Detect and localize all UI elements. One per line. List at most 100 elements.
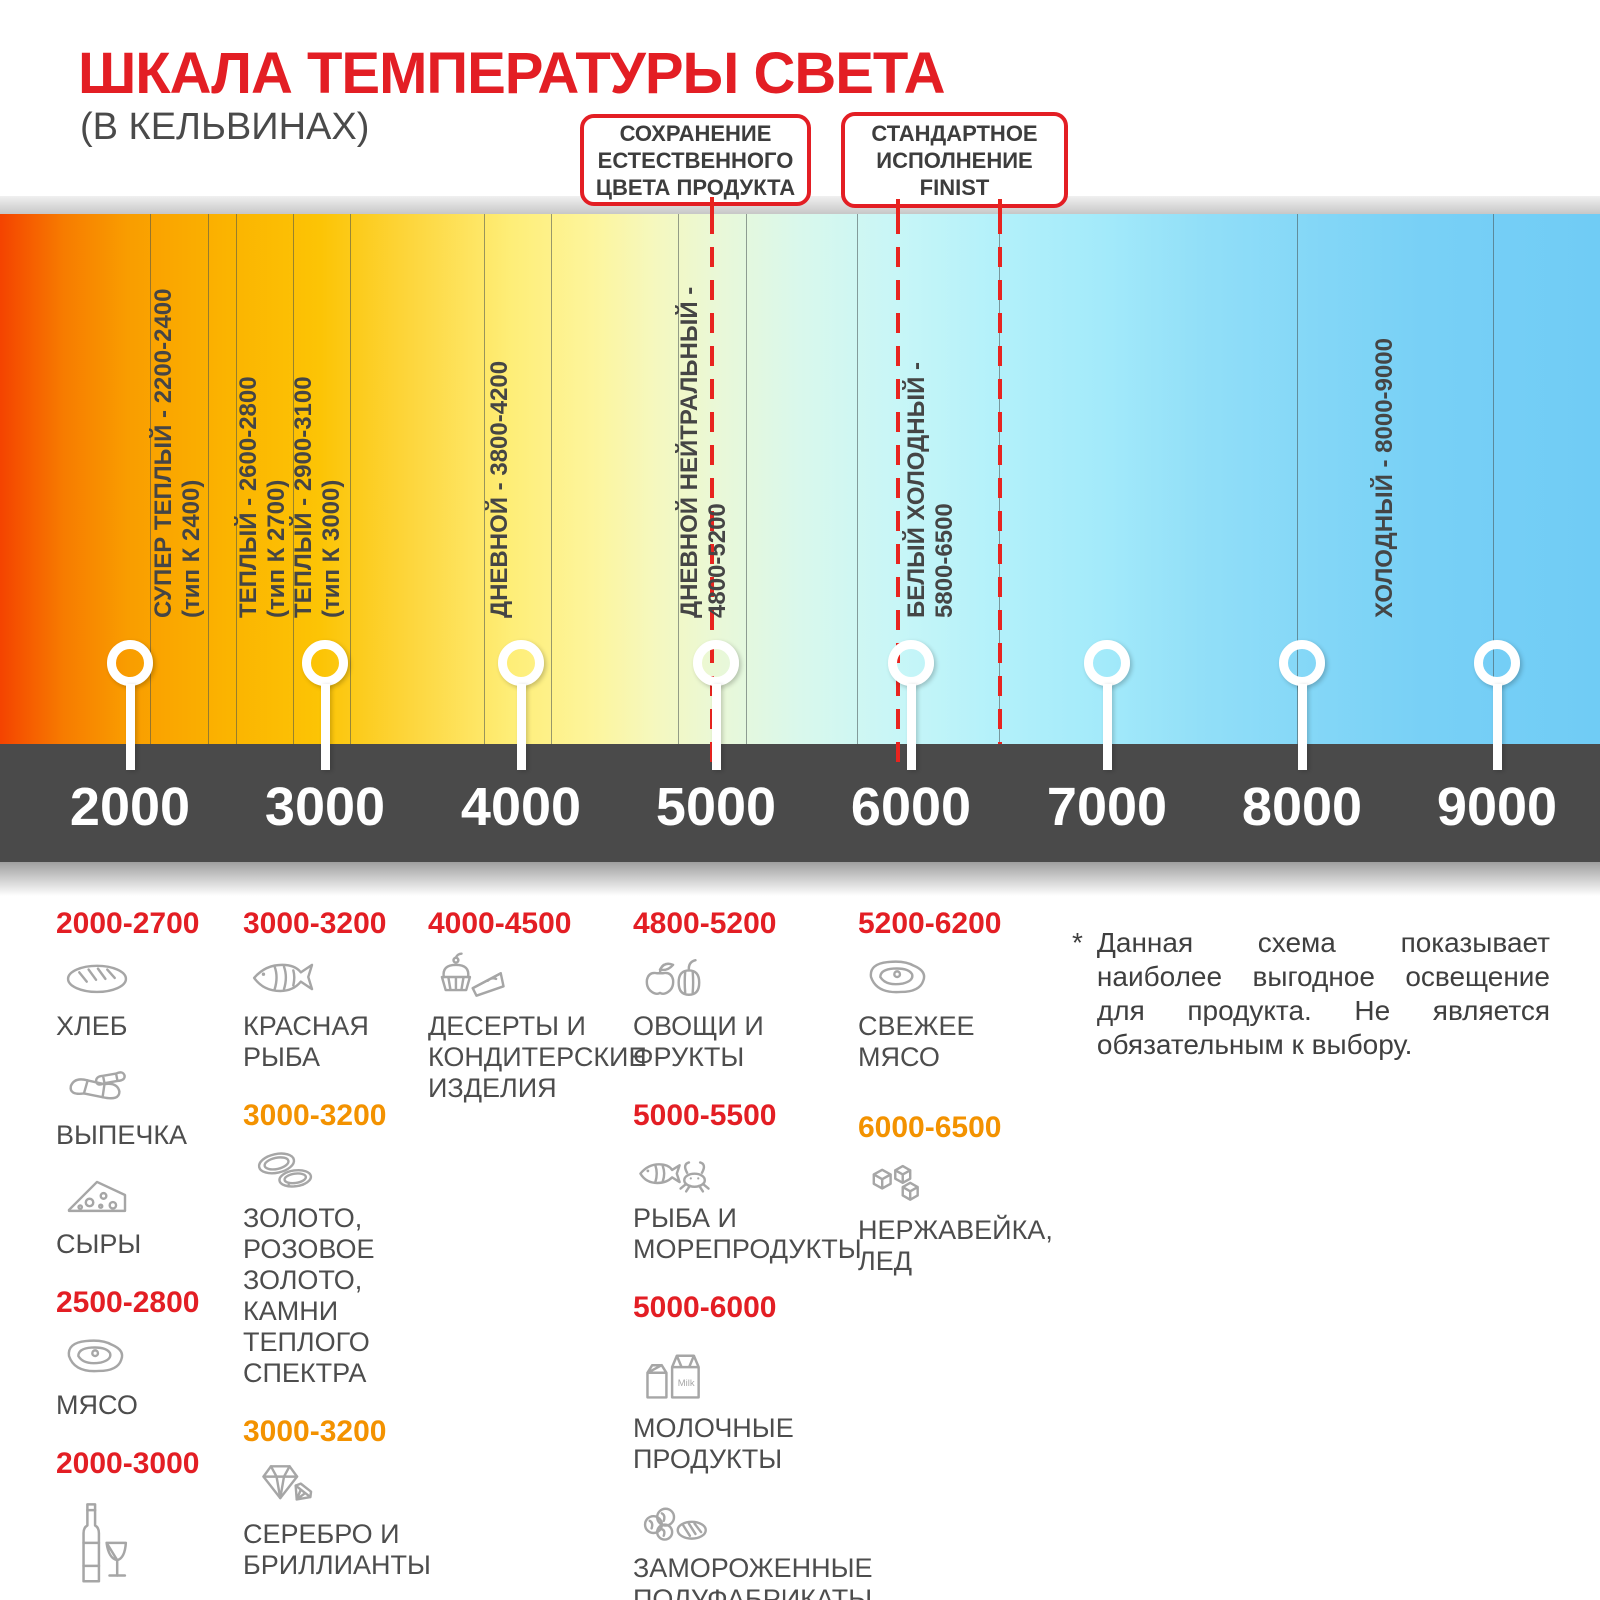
milk-icon: Milk (633, 1333, 848, 1409)
food-item-label: МОЛОЧНЫЕ ПРОДУКТЫ (633, 1413, 794, 1474)
food-item-label: ЗОЛОТО, РОЗОВОЕ ЗОЛОТО, КАМНИ ТЕПЛОГО СП… (243, 1203, 375, 1388)
temp-range-label: 3000-3200 (243, 1099, 387, 1132)
callout-line: СОХРАНЕНИЕ (619, 120, 772, 146)
food-group: 2500-2800 МЯСО (56, 1284, 241, 1421)
zone-label-main: ТЕПЛЫЙ - 2900-3100 (290, 376, 317, 618)
food-item-label: КРАСНАЯ РЫБА (243, 1011, 369, 1072)
temp-range-label: 5000-6000 (633, 1291, 777, 1324)
food-item: СВЕЖЕЕ МЯСО (858, 949, 1048, 1073)
zone-label-sub: (тип К 2400) (178, 479, 205, 618)
zone-label-sub: 4800-5200 (704, 503, 731, 618)
callout-line: СТАНДАРТНОЕ (871, 120, 1038, 146)
zone-divider (208, 214, 209, 744)
callout-line: FINIST (919, 174, 990, 200)
food-item: СЕРЕБРО И БРИЛЛИАНТЫ (243, 1457, 443, 1581)
temperature-gradient-bar (0, 214, 1600, 744)
food-item-label: СЕРЕБРО И БРИЛЛИАНТЫ (243, 1519, 431, 1580)
food-column-4: 4800-5200 ОВОЩИ И ФРУКТЫ 5000-5500 РЫБА … (633, 905, 873, 1600)
bottom-shadow-strip (0, 862, 1600, 896)
pin-head (693, 640, 739, 686)
food-item-label: ЗАМОРОЖЕННЫЕ ПОЛУФАБРИКАТЫ (633, 1553, 873, 1600)
zone-divider (350, 214, 351, 744)
food-group: 3000-3200 ЗОЛОТО, РОЗОВОЕ ЗОЛОТО, КАМНИ … (243, 1097, 443, 1389)
food-item-label: МЯСО (56, 1390, 138, 1420)
food-item: АКОГОЛЬ (56, 1489, 241, 1600)
food-item-label: СЫРЫ (56, 1229, 142, 1259)
zone-divider (150, 214, 151, 744)
food-item: НЕРЖАВЕЙКА, ЛЕД (858, 1153, 1053, 1277)
food-item-label: НЕРЖАВЕЙКА, ЛЕД (858, 1215, 1053, 1276)
food-group: 5000-6000 Milk МОЛОЧНЫЕ ПРОДУКТЫ ЗАМОРОЖ… (633, 1289, 873, 1600)
vegetables-icon (633, 949, 848, 1007)
zone-label-white-cold: БЕЛЫЙ ХОЛОДНЫЙ - 5800-6500 (903, 214, 959, 618)
food-item: МЯСО (56, 1328, 241, 1421)
zone-label-warm-3000: ТЕПЛЫЙ - 2900-3100 (тип К 3000) (290, 214, 346, 618)
bread-icon (56, 949, 241, 1007)
cheese-icon (56, 1167, 241, 1225)
food-item-label: ВЫПЕЧКА (56, 1120, 188, 1150)
pin-stem (517, 684, 526, 770)
seafood-icon (633, 1141, 848, 1199)
food-item: Milk МОЛОЧНЫЕ ПРОДУКТЫ (633, 1333, 848, 1475)
food-group: 3000-3200 СЕРЕБРО И БРИЛЛИАНТЫ (243, 1413, 443, 1581)
zone-divider (1297, 214, 1298, 744)
dashed-marker-line (998, 214, 1002, 744)
food-item: ДЕСЕРТЫ И КОНДИТЕРСКИЕ ИЗДЕЛИЯ (428, 949, 646, 1104)
pin-stem (907, 684, 916, 770)
pin-head (1279, 640, 1325, 686)
zone-divider (746, 214, 747, 744)
axis-tick-8000: 8000 (1241, 777, 1363, 837)
axis-tick-6000: 6000 (850, 777, 972, 837)
callout-line: ЕСТЕСТВЕННОГО (597, 147, 794, 173)
callout-stem (998, 199, 1002, 214)
frozen-food-icon (633, 1491, 848, 1549)
pin-head (888, 640, 934, 686)
pin-stem (1298, 684, 1307, 770)
zone-label-sub: (тип К 3000) (318, 479, 345, 618)
food-group: 5200-6200 СВЕЖЕЕ МЯСО (858, 905, 1048, 1073)
food-column-5: 5200-6200 СВЕЖЕЕ МЯСО 6000-6500 НЕРЖАВЕЙ… (858, 905, 1053, 1301)
food-item: ВЫПЕЧКА (56, 1058, 241, 1151)
axis-tick-7000: 7000 (1046, 777, 1168, 837)
callout-line: ЦВЕТА ПРОДУКТА (595, 174, 796, 200)
axis-tick-4000: 4000 (460, 777, 582, 837)
zone-label-main: БЕЛЫЙ ХОЛОДНЫЙ - (903, 362, 930, 618)
temp-range-label: 6000-6500 (858, 1111, 1002, 1144)
food-item-label: АКОГОЛЬ (56, 1597, 241, 1600)
food-item: СЫРЫ (56, 1167, 241, 1260)
temp-range-label: 4800-5200 (633, 907, 777, 940)
axis-tick-5000: 5000 (655, 777, 777, 837)
zone-label-super-warm: СУПЕР ТЕПЛЫЙ - 2200-2400 (тип К 2400) (150, 214, 206, 618)
food-group: 4000-4500 ДЕСЕРТЫ И КОНДИТЕРСКИЕ ИЗДЕЛИЯ (428, 905, 646, 1104)
food-item-label: ХЛЕБ (56, 1011, 128, 1041)
food-group: 4800-5200 ОВОЩИ И ФРУКТЫ (633, 905, 848, 1073)
food-item: ХЛЕБ (56, 949, 241, 1042)
footnote-marker: * (1072, 927, 1083, 958)
temp-range-label: 2000-2700 (56, 907, 200, 940)
callout-standard-finist: СТАНДАРТНОЕ ИСПОЛНЕНИЕ FINIST (841, 112, 1068, 208)
food-group: 6000-6500 НЕРЖАВЕЙКА, ЛЕД (858, 1109, 1053, 1277)
axis-tick-9000: 9000 (1436, 777, 1558, 837)
food-item: ЗАМОРОЖЕННЫЕ ПОЛУФАБРИКАТЫ (633, 1491, 873, 1600)
zone-label-main: СУПЕР ТЕПЛЫЙ - 2200-2400 (150, 288, 177, 618)
callout-stem (896, 199, 900, 214)
food-column-1: 2000-2700 ХЛЕБ ВЫПЕЧКА СЫРЫ 250 (56, 905, 241, 1600)
pin-stem (1103, 684, 1112, 770)
axis-tick-2000: 2000 (69, 777, 191, 837)
food-group: 2000-3000 АКОГОЛЬ (56, 1445, 241, 1600)
temp-range-label: 2000-3000 (56, 1447, 200, 1480)
zone-divider (1493, 214, 1494, 744)
page-subtitle: (В КЕЛЬВИНАХ) (80, 106, 370, 148)
dashed-marker-line (896, 214, 900, 770)
zone-label-main: ХОЛОДНЫЙ - 8000-9000 (1371, 338, 1398, 618)
steak-icon (858, 949, 1048, 1007)
croissant-icon (56, 1058, 241, 1116)
callout-natural-color: СОХРАНЕНИЕ ЕСТЕСТВЕННОГО ЦВЕТА ПРОДУКТА (580, 114, 811, 206)
food-column-2: 3000-3200 КРАСНАЯ РЫБА 3000-3200 ЗОЛОТО,… (243, 905, 443, 1600)
pin-head (107, 640, 153, 686)
fish-icon (243, 949, 443, 1007)
axis-tick-3000: 3000 (264, 777, 386, 837)
zone-label-main: ДНЕВНОЙ - 3800-4200 (486, 360, 513, 618)
temp-range-label: 4000-4500 (428, 907, 572, 940)
food-item: КРАСНАЯ РЫБА (243, 949, 443, 1073)
